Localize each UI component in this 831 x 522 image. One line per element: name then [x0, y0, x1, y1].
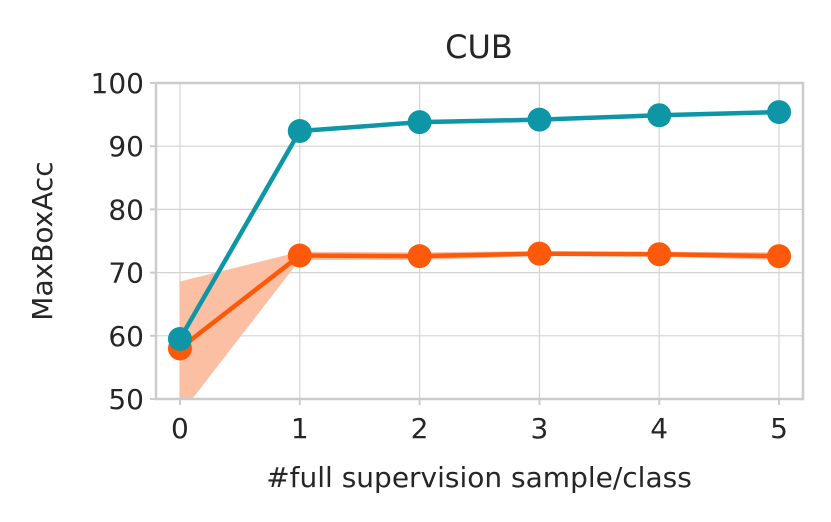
- series-2-line: [177, 251, 782, 351]
- x-axis-label: #full supervision sample/class: [266, 461, 692, 494]
- series-1-line: [177, 109, 782, 342]
- x-tick-label: 5: [770, 412, 788, 445]
- x-tick-label: 1: [291, 412, 309, 445]
- series-2-confidence-band: [179, 251, 780, 399]
- y-axis-label: MaxBoxAcc: [26, 161, 59, 320]
- chart-title: CUB: [445, 28, 513, 66]
- series-1-point: [287, 119, 312, 144]
- y-tick-label: 70: [108, 257, 144, 290]
- series-2-point: [407, 244, 432, 269]
- series-2-point: [527, 241, 552, 266]
- series-1-point: [767, 100, 792, 125]
- x-tick-label: 4: [650, 412, 668, 445]
- y-axis: 50 60 70 80 90 100: [91, 67, 156, 416]
- x-tick-label: 3: [530, 412, 548, 445]
- series-1-point: [407, 110, 432, 135]
- x-tick-label: 2: [411, 412, 429, 445]
- plot-frame: [154, 81, 805, 401]
- series-1-point: [647, 103, 672, 128]
- series-2-point: [647, 242, 672, 267]
- grid: [156, 82, 803, 400]
- x-tick-label: 0: [171, 412, 189, 445]
- y-tick-label: 90: [108, 130, 144, 163]
- y-tick-label: 80: [108, 193, 144, 226]
- y-tick-label: 50: [108, 383, 144, 416]
- series-2-point: [287, 243, 312, 268]
- confidence-band-layer: [179, 251, 780, 399]
- series-1-point: [527, 107, 552, 132]
- series-1-point: [167, 326, 192, 351]
- x-axis: 0 1 2 3 4 5: [171, 399, 788, 445]
- y-tick-label: 60: [108, 320, 144, 353]
- series-layer: [167, 100, 792, 361]
- y-tick-label: 100: [91, 67, 144, 100]
- series-2-point: [767, 244, 792, 269]
